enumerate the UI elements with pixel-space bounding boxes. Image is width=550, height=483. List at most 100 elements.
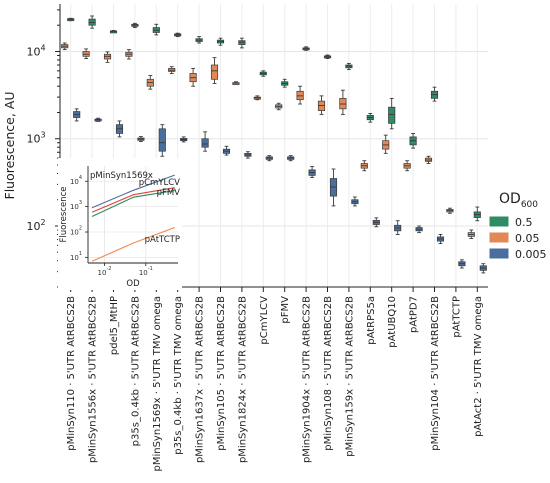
box-iqr (238, 40, 246, 45)
box-0-16 (409, 132, 417, 149)
box-1-17 (424, 155, 433, 164)
inset-line (91, 226, 175, 262)
box-2-6 (201, 131, 209, 152)
inset-x-tick-label: 10-2 (97, 266, 111, 277)
box-1-9 (253, 95, 261, 101)
box-1-10 (275, 102, 283, 111)
box-1-1 (82, 48, 90, 59)
box-2-4 (158, 124, 166, 157)
box-0-17 (430, 86, 439, 102)
legend-label: 0.005 (515, 248, 547, 261)
y-tick-label: 104 (26, 43, 45, 58)
legend-title-main: OD (499, 191, 521, 207)
box-0-14 (366, 112, 374, 123)
x-tick-label: pAtAct2 · 5'UTR TMV omega (473, 296, 484, 437)
box-0-12 (323, 54, 332, 59)
box-2-17 (436, 234, 445, 244)
box-2-11 (308, 166, 316, 178)
box-2-13 (351, 196, 359, 207)
x-tick-label: pMinSyn104 · 5'UTR AtRBCS2B (430, 296, 441, 451)
x-tick-label: pAtPD7 (409, 296, 420, 333)
box-iqr (158, 128, 166, 152)
box-1-16 (403, 160, 411, 172)
box-2-7 (222, 145, 231, 156)
box-2-15 (394, 220, 402, 235)
box-2-10 (287, 155, 295, 162)
box-0-19 (473, 206, 481, 222)
x-tick-label: p35s_0.4kb · 5'UTR AtRBCS2B (130, 296, 141, 446)
box-1-11 (296, 85, 304, 105)
inset-line-label: pMinSyn1569x (90, 171, 153, 181)
x-tick-label: pMinSyn1904x · 5'UTR AtRBCS2B (302, 296, 313, 463)
x-tick-label: pMinSyn105 · 5'UTR AtRBCS2B (216, 296, 227, 451)
legend-label: 0.05 (515, 232, 540, 245)
x-tick-label: p35s_0.4kb · 5'UTR TMV omega (173, 296, 184, 455)
box-iqr (388, 106, 396, 124)
box-iqr (201, 138, 209, 148)
inset-line (91, 187, 175, 213)
legend: OD600 0.5 0.05 0.005 (489, 191, 547, 261)
x-tick-label: pdel5_MtHP (109, 296, 120, 355)
box-0-1 (88, 15, 96, 29)
box-0-9 (259, 70, 267, 77)
inset-line (91, 190, 175, 217)
x-tick-label: pMinSyn1556x · 5'UTR AtRBCS2B (88, 296, 99, 463)
box-2-1 (94, 117, 102, 122)
x-tick-label: pMinSyn1569x · 5'UTR TMV omega (152, 296, 163, 472)
inset-chart: 101 102 103 104 10-2 10-1 pMinSyn1569xpCmYLCV… (58, 158, 182, 290)
box-0-7 (216, 37, 225, 46)
box-1-5 (168, 66, 176, 74)
box-1-7 (210, 57, 219, 84)
box-0-13 (345, 62, 353, 71)
box-2-5 (180, 136, 188, 143)
box-0-2 (109, 30, 118, 34)
inset-lines (91, 174, 175, 262)
box-1-12 (317, 95, 326, 115)
box-0-3 (131, 22, 139, 29)
inset-x-tick-label: 10-1 (139, 266, 153, 277)
box-2-12 (329, 168, 338, 207)
inset-y-tick-label: 104 (70, 175, 82, 186)
legend-swatch (489, 216, 509, 227)
y-axis-label: Fluorescence, AU (2, 92, 17, 200)
inset-y-tick-label: 101 (70, 251, 82, 262)
legend-label: 0.5 (515, 216, 533, 229)
box-0-0 (67, 17, 75, 22)
box-1-6 (189, 67, 197, 87)
x-tick-label: pFMV (280, 296, 291, 324)
box-2-9 (265, 155, 273, 162)
box-1-19 (467, 229, 475, 239)
inset-axes (87, 166, 178, 264)
box-1-4 (146, 75, 154, 90)
x-tick-label: pMinSyn1824x · 5'UTR AtRBCS2B (237, 296, 248, 463)
box-2-16 (415, 225, 423, 234)
x-tick-label: pMinSyn108 · 5'UTR AtRBCS2B (323, 296, 334, 451)
inset-y-tick-label: 103 (70, 200, 82, 211)
x-axis-ticks: pMinSyn110 · 5'UTR AtRBCS2B pMinSyn1556x … (66, 287, 484, 472)
box-1-2 (103, 51, 112, 63)
box-0-15 (388, 97, 396, 130)
box-1-0 (61, 42, 69, 51)
x-tick-label: pMinSyn159x · 5'UTR AtRBCS2B (344, 296, 355, 457)
y-axis-ticks: 102 103 104 (26, 9, 60, 288)
grid-lines (60, 4, 488, 287)
x-tick-label: pCmYLCV (259, 296, 270, 345)
legend-title-subscript: 600 (521, 200, 538, 210)
inset-line-label: pCmYLCV (139, 178, 180, 188)
y-tick-label: 103 (26, 131, 45, 146)
legend-items: 0.5 0.05 0.005 (489, 216, 547, 261)
inset-y-axis-label: Fluorescence (59, 187, 69, 243)
box-2-3 (137, 136, 145, 142)
x-tick-label: pAtUBQ10 (387, 296, 398, 348)
box-0-11 (302, 46, 310, 51)
box-0-6 (195, 36, 203, 44)
box-2-14 (372, 217, 380, 228)
box-2-0 (73, 108, 81, 122)
box-1-15 (382, 134, 390, 154)
inset-line-label: pFMV (157, 188, 181, 198)
inset-x-axis-label: OD (126, 279, 140, 289)
box-1-14 (360, 160, 368, 172)
box-0-5 (174, 32, 182, 38)
inset-line (91, 174, 175, 209)
